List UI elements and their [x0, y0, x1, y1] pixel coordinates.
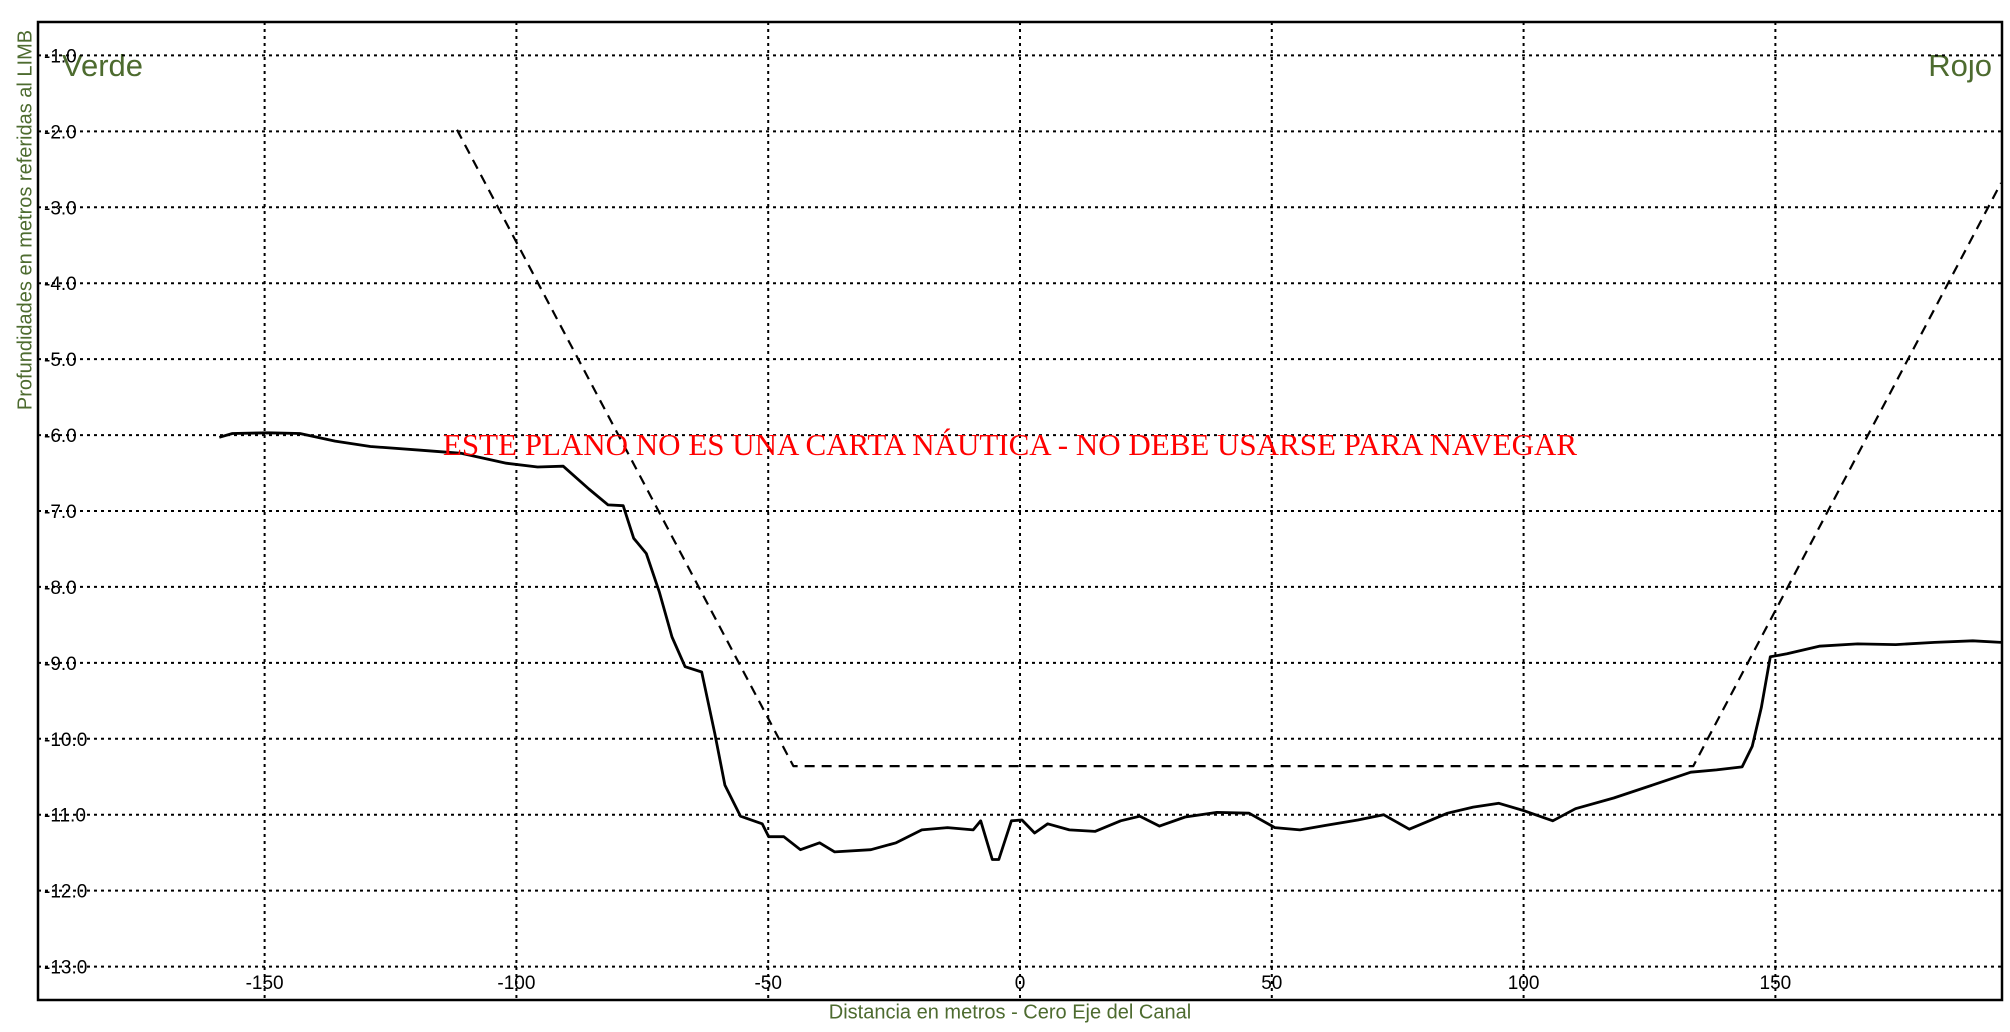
y-tick-label: -6.0: [44, 426, 77, 447]
y-tick-label: -11.0: [44, 806, 86, 827]
y-tick-label: -2.0: [44, 122, 77, 143]
y-tick-label: -12.0: [44, 882, 87, 903]
x-tick-label: -50: [754, 973, 781, 994]
x-tick-label: 50: [1261, 973, 1282, 994]
x-tick-label: 150: [1760, 973, 1792, 994]
y-tick-label: -13.0: [44, 958, 87, 979]
lines: [218, 129, 2002, 861]
x-tick-label: 0: [1015, 973, 1026, 994]
warning: ESTE PLANO NO ES UNA CARTA NÁUTICA - NO …: [443, 427, 1577, 462]
y-tick-label: -10.0: [44, 730, 87, 751]
side-label: Verde: [62, 48, 143, 83]
profile-line: [218, 431, 2002, 861]
design-line: [456, 129, 2002, 768]
y-tick-label: -4.0: [44, 274, 77, 295]
y-tick-label: -5.0: [44, 350, 77, 371]
y-tick-label: -1.0: [44, 46, 77, 67]
x-tick-label: 100: [1508, 973, 1540, 994]
y-tick-label: -7.0: [44, 502, 77, 523]
side-label: Rojo: [1928, 48, 1992, 83]
y-tick-label: -9.0: [44, 654, 77, 675]
y-axis-title: Profundidades en metros referidas al LIM…: [14, 30, 36, 410]
x-tick-label: -150: [246, 973, 284, 994]
x-tick-label: -100: [497, 973, 535, 994]
y-tick-label: -3.0: [44, 198, 77, 219]
x-axis-title: Distancia en metros - Cero Eje del Canal: [829, 1001, 1191, 1023]
y-tick-label: -8.0: [44, 578, 77, 599]
